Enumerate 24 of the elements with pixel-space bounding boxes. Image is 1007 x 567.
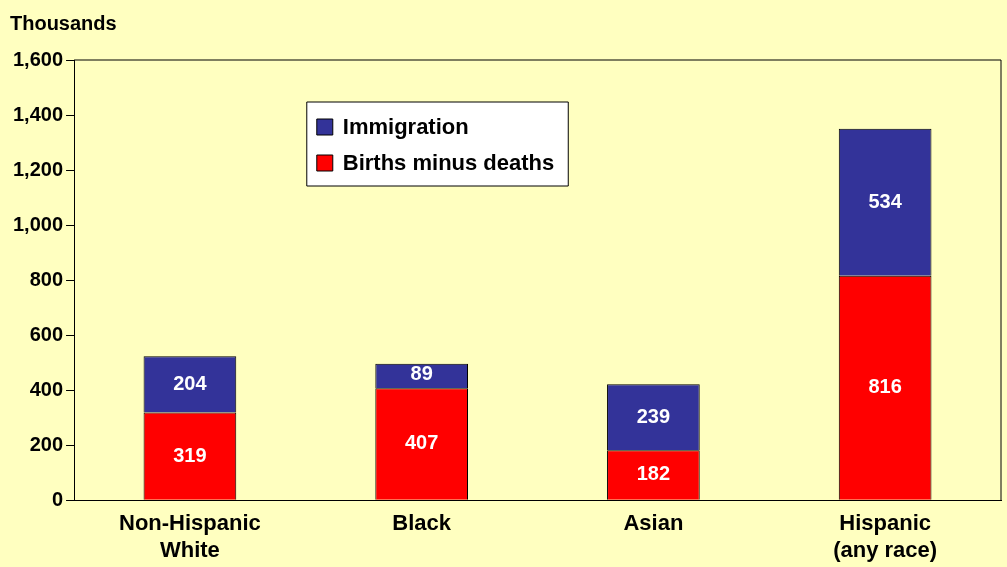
y-tick-label: 600 <box>29 322 64 345</box>
data-label: 319 <box>173 443 207 466</box>
x-tick-label: Non-Hispanic White <box>119 510 261 562</box>
data-label: 534 <box>868 189 903 212</box>
y-tick-label: 400 <box>29 377 64 400</box>
y-tick-label: 1,000 <box>12 212 64 235</box>
data-label: 816 <box>868 375 902 398</box>
x-tick-label: Hispanic (any race) <box>833 510 938 562</box>
data-label: 204 <box>173 371 208 394</box>
legend-label: Births minus deaths <box>342 150 555 176</box>
y-tick-label: 200 <box>29 432 64 455</box>
x-tick-label: Asian <box>623 510 684 536</box>
y-tick-label: 1,600 <box>12 47 64 70</box>
y-axis-title: Thousands <box>10 11 117 34</box>
y-tick-label: 800 <box>29 267 64 290</box>
legend-label: Immigration <box>342 114 469 140</box>
data-label: 89 <box>410 362 433 385</box>
x-tick-label: Black <box>392 510 452 536</box>
y-tick-label: 0 <box>51 487 64 510</box>
y-tick-label: 1,400 <box>12 102 64 125</box>
data-label: 182 <box>636 462 671 485</box>
data-label: 407 <box>404 431 439 454</box>
data-label: 239 <box>636 404 671 427</box>
y-tick-label: 1,200 <box>12 157 64 180</box>
